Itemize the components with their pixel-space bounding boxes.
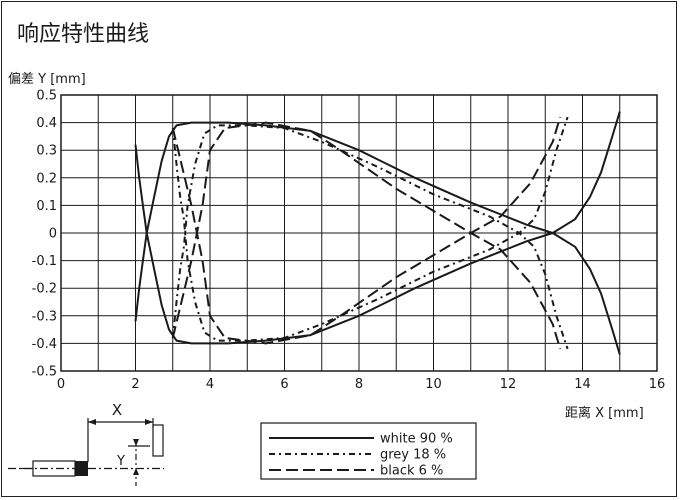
- series-curve-0: [134, 111, 621, 345]
- x-arrow-right: [145, 419, 153, 425]
- y-tick-label: 0.1: [36, 199, 57, 214]
- y-tick-label: 0: [49, 227, 57, 242]
- x-arrow-left: [88, 419, 96, 425]
- schematic-x-label: X: [112, 401, 122, 419]
- x-tick-label: 16: [649, 377, 666, 392]
- x-tick-label: 2: [131, 377, 139, 392]
- x-tick-label: 6: [280, 377, 288, 392]
- y-arrow-down: [133, 439, 139, 446]
- y-tick-label: 0.3: [36, 144, 57, 159]
- y-axis-label: 偏差 Y [mm]: [8, 72, 86, 87]
- y-arrow-up: [133, 468, 139, 475]
- target-plate: [152, 424, 164, 457]
- y-tick-label: 0.4: [36, 116, 57, 131]
- x-tick-label: 12: [500, 377, 517, 392]
- sensor-lens: [75, 461, 88, 476]
- y-tick-label: -0.1: [32, 254, 57, 269]
- plot-border: [60, 94, 658, 372]
- schematic-y-label: Y: [116, 454, 125, 469]
- legend-box: [260, 422, 477, 480]
- legend-label: grey 18 %: [380, 448, 446, 463]
- legend-label: black 6 %: [380, 464, 443, 479]
- legend-label: white 90 %: [380, 432, 453, 447]
- y-tick-label: -0.3: [32, 309, 57, 324]
- series-curve-3: [171, 124, 569, 350]
- y-tick-label: -0.2: [32, 282, 57, 297]
- chart-title: 响应特性曲线: [17, 22, 150, 47]
- series-curve-2: [171, 116, 569, 342]
- x-tick-label: 8: [355, 377, 363, 392]
- tick-labels: 0 2 4 6 8 10 12 14 16 0.5 0.4 0.3 0.2 0.1 0 -0.1 -0.2 -0.…: [32, 89, 666, 393]
- x-axis-label: 距离 X [mm]: [565, 406, 644, 421]
- x-tick-label: 4: [206, 377, 214, 392]
- y-tick-label: 0.2: [36, 171, 57, 186]
- y-tick-label: -0.4: [32, 337, 57, 352]
- y-tick-label: -0.5: [32, 365, 57, 380]
- y-tick-label: 0.5: [36, 89, 57, 104]
- series-curve-1: [134, 121, 621, 355]
- x-tick-label: 10: [425, 377, 442, 392]
- curves: [134, 111, 621, 355]
- x-tick-label: 14: [574, 377, 591, 392]
- series-curve-5: [171, 121, 562, 350]
- series-curve-4: [171, 116, 562, 345]
- x-tick-label: 0: [57, 377, 65, 392]
